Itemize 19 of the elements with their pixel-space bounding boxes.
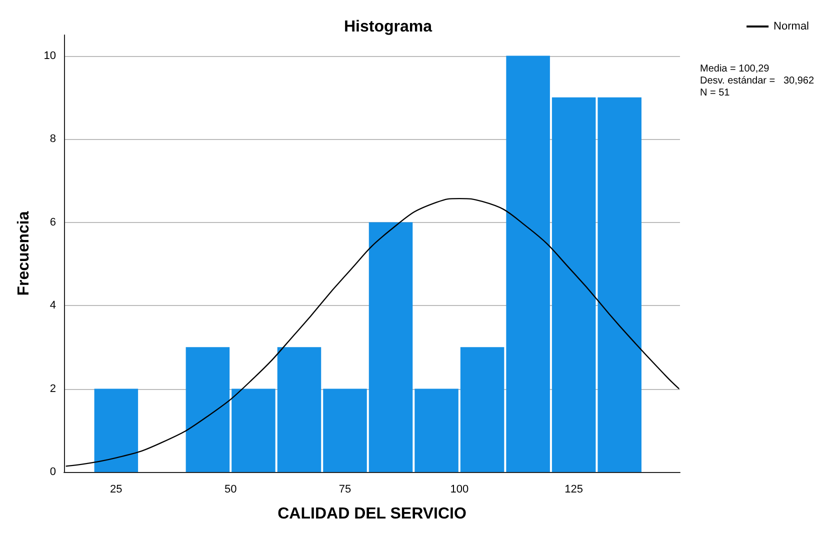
x-axis-title: CALIDAD DEL SERVICIO xyxy=(278,506,466,522)
y-tick-label: 6 xyxy=(50,216,56,228)
y-axis-title: Frecuencia xyxy=(16,211,32,296)
x-tick-label: 100 xyxy=(450,484,469,496)
text: Media = 100,29 xyxy=(700,64,770,74)
text: Desv. estándar = 30,962 xyxy=(700,76,814,86)
y-tick-label: 2 xyxy=(50,382,56,395)
y-tick-label: 0 xyxy=(50,466,56,478)
y-tick-label: 10 xyxy=(44,50,56,62)
legend-label: Normal xyxy=(774,20,810,32)
x-tick-label: 75 xyxy=(338,484,352,496)
text: N = 51 xyxy=(700,88,730,98)
x-tick-label: 125 xyxy=(564,484,584,496)
chart-title: Histograma xyxy=(344,18,432,36)
line-series xyxy=(65,198,680,467)
y-tick-label: 4 xyxy=(50,300,56,312)
y-tick-label: 8 xyxy=(50,133,56,146)
x-tick-label: 25 xyxy=(110,484,122,496)
x-tick-label: 50 xyxy=(224,484,237,496)
